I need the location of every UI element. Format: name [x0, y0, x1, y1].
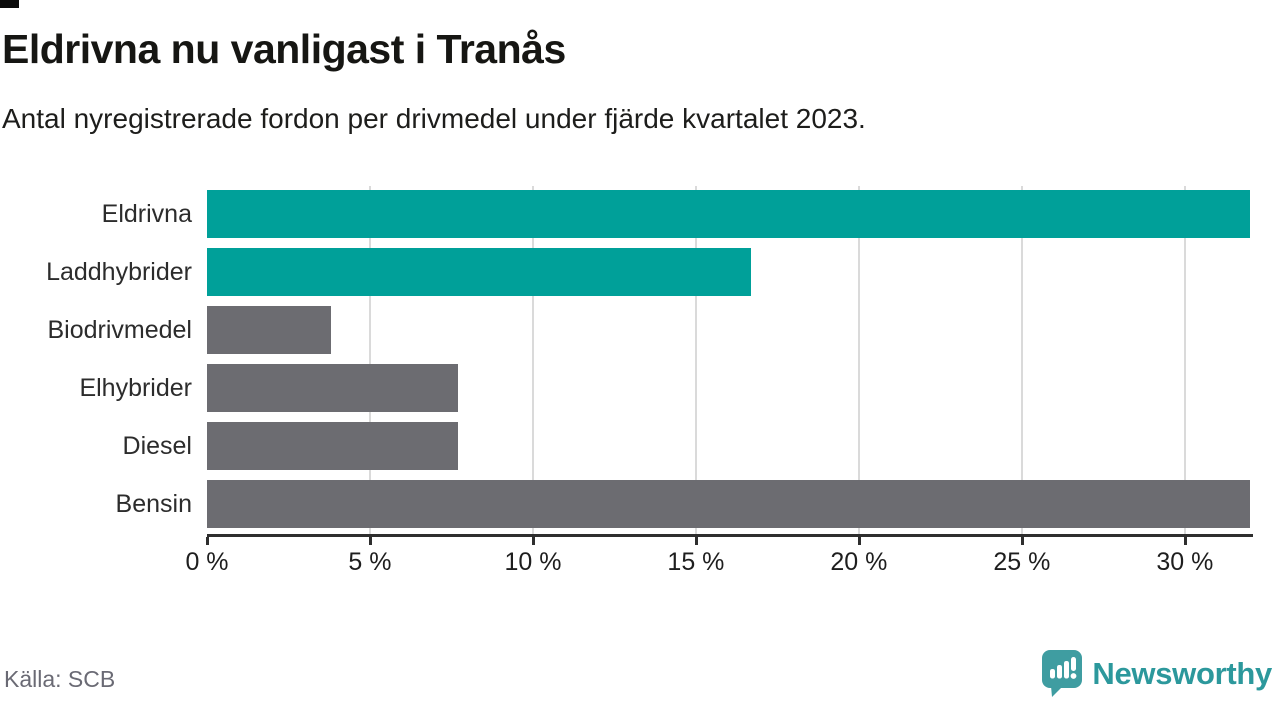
x-axis-tick [368, 537, 372, 545]
x-axis-tick-label: 5 % [348, 548, 392, 576]
gridline [531, 186, 534, 534]
x-axis-tick [1020, 537, 1024, 545]
gridline [368, 186, 371, 534]
x-axis-line [207, 534, 1253, 537]
bar-chart-speech-bubble-icon [1042, 650, 1083, 697]
bar-biodrivmedel [207, 306, 331, 354]
plot-area [207, 186, 1250, 534]
x-axis-tick-label: 0 % [185, 548, 229, 576]
x-axis-tick [857, 537, 861, 545]
bar-bensin [207, 480, 1250, 528]
x-axis-tick-label: 20 % [830, 548, 888, 576]
gridline [857, 186, 860, 534]
source-note: Källa: SCB [4, 666, 116, 692]
category-label: Biodrivmedel [47, 316, 192, 344]
x-axis-tick [206, 537, 209, 545]
x-axis-tick [1183, 537, 1187, 545]
bar-elhybrider [207, 364, 458, 412]
bar-laddhybrider [207, 248, 752, 296]
category-label: Bensin [115, 490, 192, 518]
x-axis-tick [531, 537, 535, 545]
category-label: Laddhybrider [46, 258, 192, 286]
bar-chart: 0 % 5 % 10 % 15 % 20 % 25 % 30 % Eldrivna Laddh… [46, 186, 1253, 576]
chart-title: Eldrivna nu vanligast i Tranås [2, 26, 566, 72]
x-axis-tick [694, 537, 698, 545]
corner-artifact [0, 0, 19, 8]
newsworthy-logo: Newsworthy [1042, 650, 1272, 697]
category-label: Eldrivna [101, 200, 192, 228]
x-axis-tick-label: 25 % [993, 548, 1051, 576]
category-label: Diesel [122, 432, 192, 460]
x-axis-tick-label: 30 % [1156, 548, 1214, 576]
gridline [694, 186, 697, 534]
bar-diesel [207, 422, 458, 470]
brand-name: Newsworthy [1092, 655, 1272, 691]
gridline [1020, 186, 1023, 534]
x-axis-tick-label: 10 % [504, 548, 562, 576]
chart-subtitle: Antal nyregistrerade fordon per drivmede… [2, 103, 866, 134]
bar-eldrivna [207, 190, 1250, 238]
category-label: Elhybrider [79, 374, 192, 402]
gridline [1183, 186, 1186, 534]
x-axis-tick-label: 15 % [667, 548, 725, 576]
